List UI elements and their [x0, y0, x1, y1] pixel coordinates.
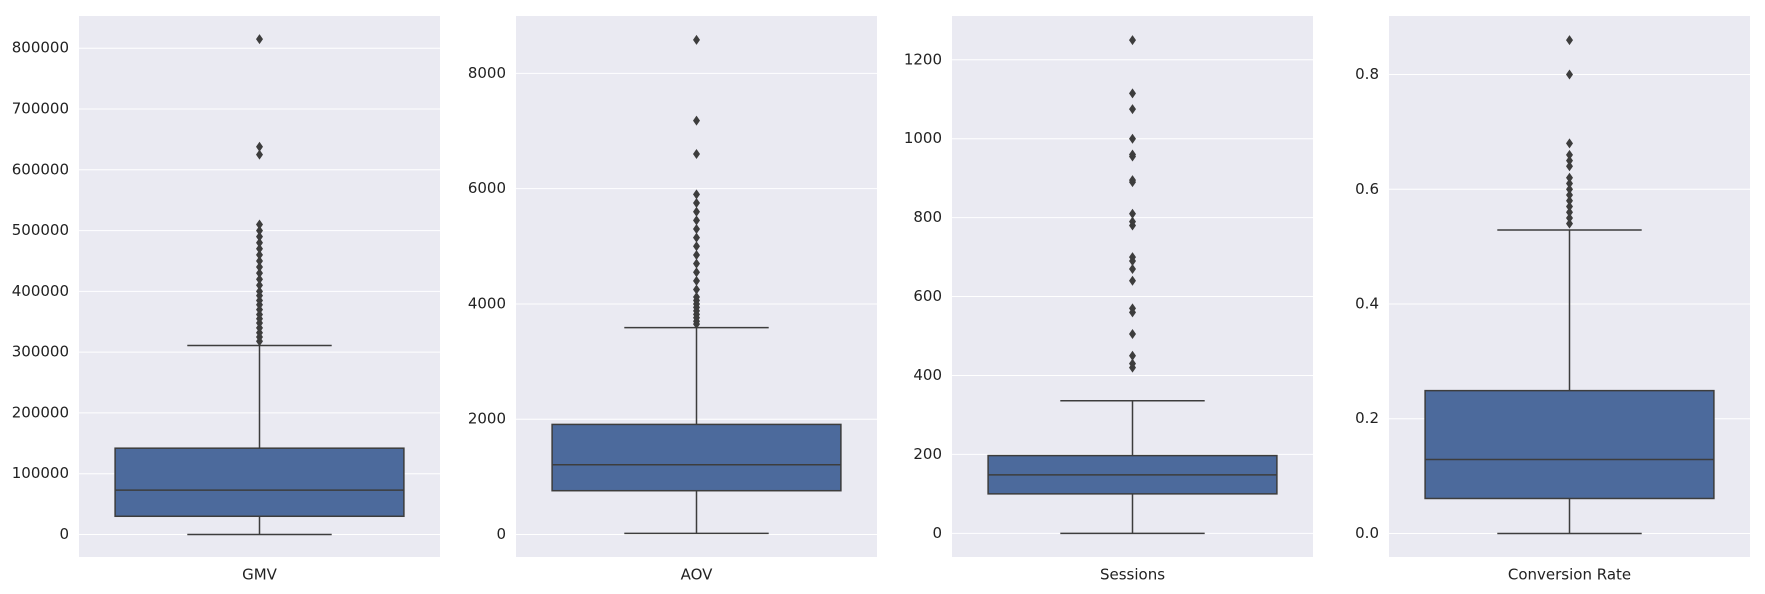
flier: [1566, 178, 1573, 189]
flier: [1566, 189, 1573, 200]
y-tick-label: 8000: [468, 64, 506, 82]
flier: [693, 189, 700, 200]
flier: [1129, 35, 1136, 46]
flier: [1566, 35, 1573, 46]
y-tick-label: 700000: [12, 100, 69, 118]
flier: [256, 243, 263, 254]
flier: [256, 286, 263, 297]
flier: [1129, 358, 1136, 369]
y-tick-label: 0.0: [1355, 524, 1379, 542]
flier: [1129, 208, 1136, 219]
flier: [1566, 212, 1573, 223]
y-tick-label: 0.6: [1355, 180, 1379, 198]
flier: [693, 292, 700, 303]
y-tick-label: 800000: [12, 39, 69, 57]
flier: [256, 231, 263, 242]
flier: [1129, 252, 1136, 263]
y-tick-label: 0: [932, 524, 942, 542]
flier: [693, 34, 700, 45]
flier: [693, 284, 700, 295]
flier: [693, 198, 700, 209]
flier: [693, 258, 700, 269]
y-tick-label: 0.2: [1355, 409, 1379, 427]
flier: [256, 274, 263, 285]
box: [114, 447, 405, 518]
y-tick-label: 6000: [468, 179, 506, 197]
flier: [256, 225, 263, 236]
flier: [1129, 329, 1136, 340]
y-tick-label: 200: [913, 445, 942, 463]
y-tick-label: 0: [496, 525, 506, 543]
flier: [256, 149, 263, 160]
flier: [256, 249, 263, 260]
flier: [1129, 133, 1136, 144]
y-tick-label: 0.8: [1355, 65, 1379, 83]
flier: [256, 255, 263, 266]
flier: [1566, 207, 1573, 218]
flier: [1129, 104, 1136, 115]
flier: [693, 223, 700, 234]
flier: [1566, 149, 1573, 160]
flier: [256, 219, 263, 230]
x-tick-label: GMV: [242, 566, 278, 584]
x-tick-label: Conversion Rate: [1508, 566, 1631, 584]
y-tick-label: 0: [59, 525, 69, 543]
flier: [693, 206, 700, 217]
flier: [1129, 175, 1136, 186]
y-tick-label: 100000: [12, 464, 69, 482]
y-tick-label: 500000: [12, 221, 69, 239]
flier: [1566, 155, 1573, 166]
flier: [1566, 195, 1573, 206]
flier: [1566, 201, 1573, 212]
flier: [1129, 350, 1136, 361]
flier: [693, 267, 700, 278]
flier: [256, 141, 263, 152]
flier: [1566, 184, 1573, 195]
flier: [1129, 149, 1136, 160]
flier: [693, 241, 700, 252]
y-tick-label: 4000: [468, 294, 506, 312]
y-tick-label: 400: [913, 366, 942, 384]
flier: [1566, 69, 1573, 80]
flier: [1129, 88, 1136, 99]
flier: [1129, 263, 1136, 274]
flier: [256, 237, 263, 248]
flier: [1566, 138, 1573, 149]
flier: [256, 262, 263, 273]
y-tick-label: 200000: [12, 403, 69, 421]
y-tick-label: 1000: [904, 129, 942, 147]
y-tick-label: 0.4: [1355, 294, 1379, 312]
flier: [1129, 303, 1136, 314]
flier: [693, 275, 700, 286]
y-tick-label: 800: [913, 208, 942, 226]
flier: [693, 149, 700, 160]
box: [551, 423, 842, 492]
flier: [256, 268, 263, 279]
flier: [693, 232, 700, 243]
flier: [1566, 161, 1573, 172]
y-tick-label: 2000: [468, 410, 506, 428]
x-tick-label: AOV: [681, 566, 714, 584]
y-tick-label: 300000: [12, 343, 69, 361]
flier: [1129, 275, 1136, 286]
flier: [693, 249, 700, 260]
flier: [1129, 216, 1136, 227]
y-tick-label: 600: [913, 287, 942, 305]
flier: [256, 34, 263, 45]
x-tick-label: Sessions: [1100, 566, 1165, 584]
y-tick-label: 1200: [904, 50, 942, 68]
y-tick-label: 400000: [12, 282, 69, 300]
y-tick-label: 600000: [12, 160, 69, 178]
flier: [693, 215, 700, 226]
flier: [693, 115, 700, 126]
flier: [1566, 218, 1573, 229]
flier: [1566, 172, 1573, 183]
flier: [256, 280, 263, 291]
box: [1424, 389, 1715, 500]
